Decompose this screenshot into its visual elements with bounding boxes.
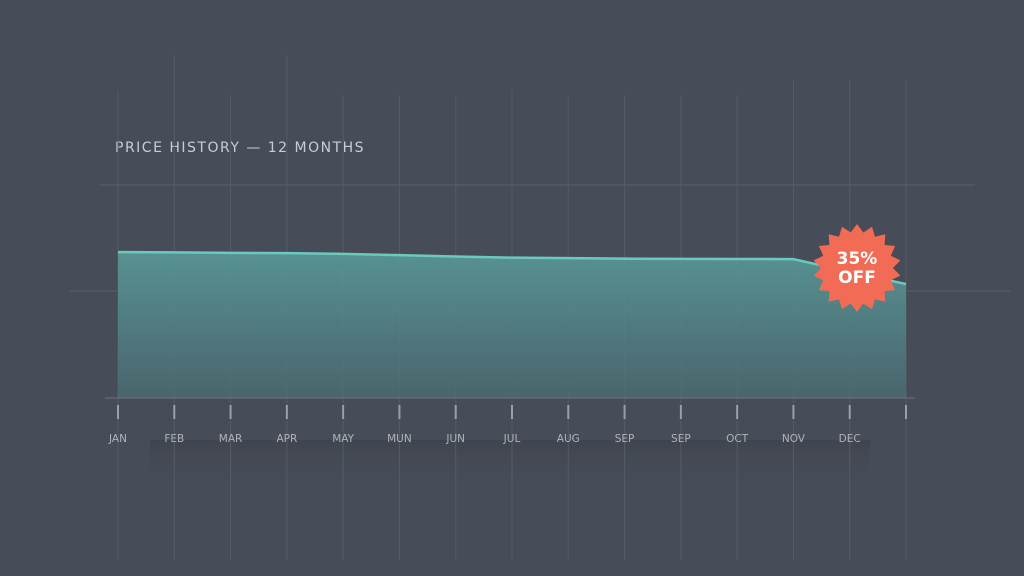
x-tick-label: FEB — [164, 433, 184, 445]
badge — [813, 224, 901, 312]
chart-title: PRICE HISTORY — 12 MONTHS — [115, 140, 365, 156]
x-tick-label: JUN — [445, 433, 465, 445]
x-tick-label: APR — [276, 433, 297, 445]
x-tick-label: JUL — [503, 433, 521, 445]
line — [117, 250, 907, 286]
x-tick-label: SEP — [615, 433, 635, 445]
x-tick-label: MAR — [219, 433, 243, 445]
x-tick-label: OCT — [726, 433, 749, 445]
x-tick-label: AUG — [557, 433, 580, 445]
x-tick-label: MAY — [332, 433, 354, 445]
badge-text: OFF — [838, 268, 876, 288]
x-tick-label: NOV — [782, 433, 806, 445]
x-tick-label: JAN — [108, 433, 127, 445]
shadow — [150, 440, 870, 490]
area — [118, 252, 906, 398]
x-tick-label: SEP — [671, 433, 691, 445]
x-tick-label: MUN — [387, 433, 412, 445]
badge-text: 35% — [837, 249, 878, 269]
x-tick-label: DEC — [839, 433, 861, 445]
